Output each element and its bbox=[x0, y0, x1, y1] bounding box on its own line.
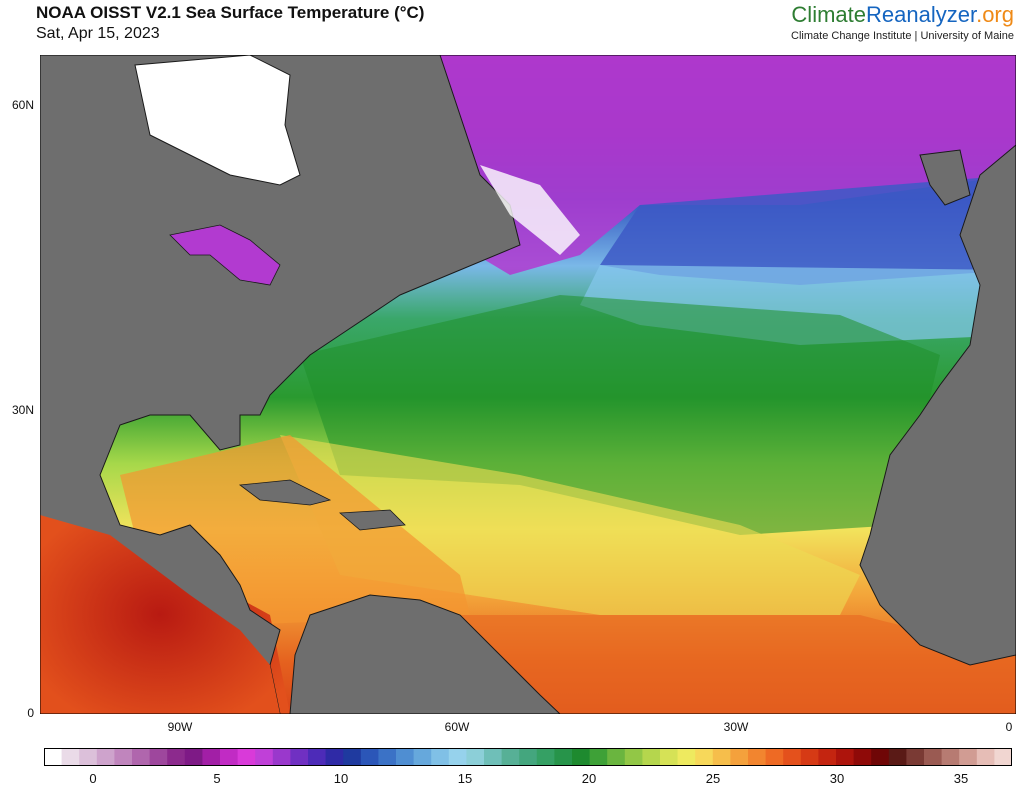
lat-label-30n: 30N bbox=[11, 403, 34, 417]
arctic-ice bbox=[134, 55, 301, 186]
colorbar-swatch bbox=[325, 748, 344, 766]
lon-label-60w: 60W bbox=[444, 720, 470, 734]
colorbar-tick-25: 25 bbox=[705, 771, 721, 786]
colorbar-swatch bbox=[924, 748, 943, 766]
pacific-coast-ocean bbox=[40, 515, 280, 714]
great-lakes bbox=[169, 224, 281, 286]
europe-africa-land bbox=[859, 144, 1016, 666]
lat-label-60n: 60N bbox=[11, 98, 34, 112]
colorbar-swatch bbox=[836, 748, 855, 766]
colorbar-tick-20: 20 bbox=[581, 771, 597, 786]
colorbar-swatch bbox=[501, 748, 520, 766]
labrador-ice bbox=[480, 165, 580, 255]
temperature-colorbar bbox=[44, 748, 1012, 766]
colorbar-swatch bbox=[607, 748, 626, 766]
colorbar-swatch bbox=[712, 748, 731, 766]
map-title: NOAA OISST V2.1 Sea Surface Temperature … bbox=[36, 3, 425, 22]
lon-label-30w: 30W bbox=[723, 720, 749, 734]
colorbar-tick-0: 0 bbox=[89, 771, 97, 786]
colorbar-swatch bbox=[290, 748, 309, 766]
colorbar-swatch bbox=[976, 748, 995, 766]
lon-label-90w: 90W bbox=[167, 720, 193, 734]
brand-part-org: .org bbox=[976, 2, 1014, 27]
colorbar-swatch bbox=[396, 748, 415, 766]
equatorial-orange bbox=[460, 615, 1016, 714]
colorbar-swatch bbox=[114, 748, 133, 766]
colorbar-swatch bbox=[624, 748, 643, 766]
sub-polar-blue bbox=[600, 175, 1016, 285]
colorbar-swatch bbox=[677, 748, 696, 766]
hispaniola-island bbox=[338, 509, 406, 531]
colorbar-swatch bbox=[378, 748, 397, 766]
colorbar-swatch bbox=[519, 748, 538, 766]
colorbar-swatch bbox=[167, 748, 186, 766]
colorbar-swatch bbox=[272, 748, 291, 766]
colorbar-tick-15: 15 bbox=[457, 771, 473, 786]
colorbar-swatch bbox=[184, 748, 203, 766]
colorbar-swatch bbox=[220, 748, 239, 766]
south-america-land bbox=[289, 594, 561, 714]
lat-label-0: 0 bbox=[27, 706, 34, 720]
colorbar-tick-5: 5 bbox=[213, 771, 221, 786]
colorbar-tick-35: 35 bbox=[953, 771, 969, 786]
brand-subtitle: Climate Change Institute | University of… bbox=[791, 30, 1014, 42]
colorbar-swatch bbox=[132, 748, 151, 766]
colorbar-swatch bbox=[96, 748, 115, 766]
colorbar-swatch bbox=[343, 748, 362, 766]
map-date: Sat, Apr 15, 2023 bbox=[36, 25, 160, 42]
colorbar-swatch bbox=[413, 748, 432, 766]
cuba-island bbox=[238, 479, 332, 506]
colorbar-swatch bbox=[589, 748, 608, 766]
colorbar-swatch bbox=[431, 748, 450, 766]
colorbar-swatch bbox=[149, 748, 168, 766]
colorbar-swatch bbox=[888, 748, 907, 766]
colorbar-swatch bbox=[61, 748, 80, 766]
colorbar-swatch bbox=[765, 748, 784, 766]
british-isles bbox=[919, 149, 971, 206]
colorbar-swatch bbox=[308, 748, 327, 766]
colorbar-swatch bbox=[994, 748, 1012, 766]
colorbar-swatch bbox=[466, 748, 485, 766]
north-america-land bbox=[40, 55, 521, 714]
colorbar-swatch bbox=[360, 748, 379, 766]
brand-part-climate: Climate bbox=[791, 2, 866, 27]
colorbar-swatch bbox=[642, 748, 661, 766]
colorbar-swatch bbox=[572, 748, 591, 766]
colorbar-tick-30: 30 bbox=[829, 771, 845, 786]
colorbar-border bbox=[44, 748, 1012, 766]
colorbar-swatch bbox=[959, 748, 978, 766]
colorbar-swatch bbox=[79, 748, 98, 766]
colorbar-swatch bbox=[255, 748, 274, 766]
sst-map bbox=[40, 55, 1016, 714]
colorbar-swatch bbox=[202, 748, 221, 766]
colorbar-swatch bbox=[906, 748, 925, 766]
colorbar-swatch bbox=[237, 748, 256, 766]
colorbar-swatch bbox=[554, 748, 573, 766]
colorbar-swatch bbox=[484, 748, 503, 766]
colorbar-swatch bbox=[536, 748, 555, 766]
colorbar-swatch bbox=[818, 748, 837, 766]
colorbar-swatch bbox=[748, 748, 767, 766]
colorbar-swatch bbox=[695, 748, 714, 766]
lon-label-0: 0 bbox=[1005, 720, 1013, 734]
colorbar-swatch bbox=[783, 748, 802, 766]
colorbar-swatch bbox=[660, 748, 679, 766]
colorbar-swatch bbox=[730, 748, 749, 766]
cold-water-band bbox=[440, 55, 1016, 275]
brand-part-reanalyzer: Reanalyzer bbox=[866, 2, 977, 27]
brand-logo[interactable]: ClimateReanalyzer.org bbox=[791, 2, 1014, 28]
colorbar-swatch bbox=[448, 748, 467, 766]
colorbar-tick-10: 10 bbox=[333, 771, 349, 786]
colorbar-swatch bbox=[44, 748, 63, 766]
colorbar-swatch bbox=[871, 748, 890, 766]
colorbar-swatch bbox=[853, 748, 872, 766]
colorbar-swatch bbox=[800, 748, 819, 766]
colorbar-swatch bbox=[941, 748, 960, 766]
